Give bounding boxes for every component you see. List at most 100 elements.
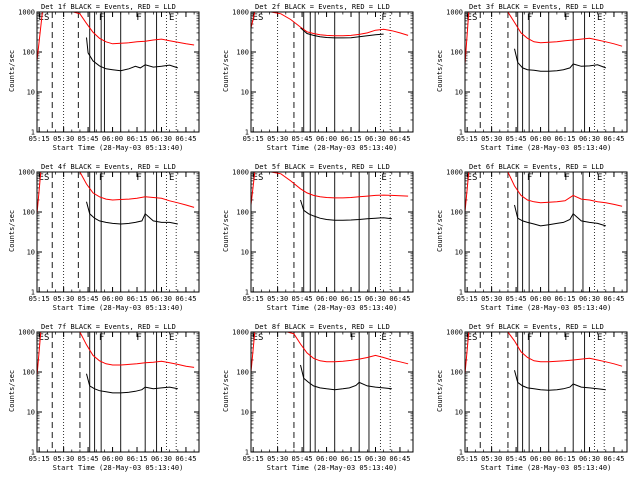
x-tick-label: 06:15 [554,455,575,463]
series-group [251,12,409,39]
y-tick-label: 100 [450,49,463,57]
x-tick-label: 06:30 [365,295,386,303]
x-tick-label: 06:00 [102,295,123,303]
x-tick-label: 06:30 [579,455,600,463]
lld-series-line [465,12,623,65]
y-tick-label: 1 [245,289,249,297]
x-tick-label: 05:30 [53,135,74,143]
y-tick-label: 10 [241,409,249,417]
y-tick-label: 1 [245,129,249,137]
marker-letter: E [381,333,386,343]
marker-letter: ES [467,173,478,183]
y-tick-label: 1 [459,129,463,137]
marker-lines [479,332,605,452]
series-group [465,172,623,227]
marker-lines [277,12,391,132]
lld-series-line [37,12,195,61]
x-tick-label: 05:15 [457,295,478,303]
events-series-line [514,204,606,227]
x-tick-label: 06:15 [340,455,361,463]
marker-letter: F [350,333,355,343]
events-series-line [514,48,606,72]
x-tick-label: 05:45 [78,295,99,303]
marker-letter: E [597,13,602,23]
x-axis-label: Start Time (28-May-03 05:13:40) [481,464,612,472]
plot-frame [250,331,414,453]
x-axis-label: Start Time (28-May-03 05:13:40) [267,464,398,472]
marker-letter: E [597,333,602,343]
x-tick-label: 06:15 [126,455,147,463]
events-series-line [86,201,178,225]
x-tick-label: 05:45 [78,135,99,143]
plot-frame [36,331,200,453]
marker-lines [479,12,605,132]
series-group [37,172,195,225]
x-tick-label: 05:30 [481,135,502,143]
y-tick-label: 10 [241,249,249,257]
marker-letter: F [527,13,532,23]
x-tick-label: 06:00 [316,135,337,143]
marker-letter: ES [253,13,264,23]
x-tick-label: 05:30 [267,455,288,463]
marker-letter: F [136,333,141,343]
x-tick-label: 05:15 [457,455,478,463]
x-tick-label: 06:00 [102,135,123,143]
lld-series-line [251,12,409,37]
marker-letter: F [564,13,569,23]
y-tick-label: 100 [22,49,35,57]
y-tick-label: 100 [22,369,35,377]
marker-letter: F [564,173,569,183]
detector-panel: Det 4f BLACK = Events, RED = LLD Counts/s… [8,163,200,312]
x-tick-label: 06:15 [126,135,147,143]
x-tick-label: 05:15 [457,135,478,143]
x-tick-label: 06:00 [530,455,551,463]
panel-title: Det 8f BLACK = Events, RED = LLD [255,323,390,331]
panel-title: Det 4f BLACK = Events, RED = LLD [41,163,176,171]
x-tick-label: 06:45 [389,455,410,463]
marker-letter: F [527,173,532,183]
x-tick-label: 06:30 [151,455,172,463]
x-tick-label: 05:15 [243,135,264,143]
events-series-line [300,27,384,39]
panel-title: Det 9f BLACK = Events, RED = LLD [469,323,604,331]
marker-lines [277,332,391,452]
y-tick-label: 1000 [232,9,249,17]
x-tick-label: 05:30 [267,135,288,143]
series-group [251,172,409,221]
panel-title: Det 3f BLACK = Events, RED = LLD [469,3,604,11]
y-tick-label: 1000 [446,9,463,17]
series-group [465,12,623,72]
x-tick-label: 05:30 [267,295,288,303]
x-tick-label: 06:45 [389,295,410,303]
x-tick-label: 05:45 [292,135,313,143]
events-series-line [514,370,606,391]
y-tick-label: 1000 [232,169,249,177]
y-tick-label: 10 [455,409,463,417]
x-tick-label: 06:45 [603,295,624,303]
marker-letter: ES [253,173,264,183]
marker-lines [479,172,605,292]
lld-series-line [465,332,623,374]
detector-panel: Det 3f BLACK = Events, RED = LLD Counts/s… [436,3,628,152]
marker-letter: ES [253,333,264,343]
x-tick-label: 05:15 [29,135,50,143]
marker-letter: F [99,333,104,343]
series-group [37,12,195,72]
y-tick-label: 1000 [18,169,35,177]
x-tick-label: 05:45 [506,135,527,143]
x-axis-label: Start Time (28-May-03 05:13:40) [53,464,184,472]
y-axis-label: Counts/sec [222,210,230,252]
marker-letter: F [564,333,569,343]
x-tick-label: 05:30 [53,295,74,303]
marker-letter: ES [467,13,478,23]
plot-frame [250,11,414,133]
plot-frame [36,171,200,293]
detector-panel: Det 1f BLACK = Events, RED = LLD Counts/s… [8,3,200,152]
x-tick-label: 06:30 [579,295,600,303]
y-tick-label: 1 [31,289,35,297]
y-tick-label: 100 [236,209,249,217]
x-tick-label: 05:15 [29,295,50,303]
y-tick-label: 100 [22,209,35,217]
events-series-line [300,199,392,221]
